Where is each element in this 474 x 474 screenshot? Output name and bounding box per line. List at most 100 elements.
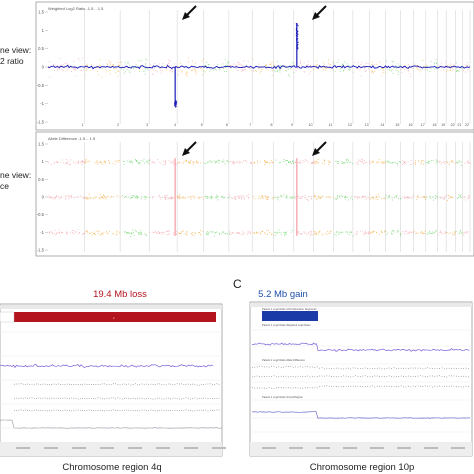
log2-point bbox=[430, 68, 432, 70]
allele-point bbox=[373, 198, 374, 200]
allele-point bbox=[234, 196, 236, 197]
allele-point bbox=[139, 161, 141, 163]
allele-point bbox=[389, 161, 391, 163]
allele-point bbox=[85, 230, 87, 232]
allele-point bbox=[130, 232, 132, 234]
log2-point bbox=[199, 67, 201, 69]
allele-point bbox=[67, 163, 69, 165]
allele-point bbox=[433, 232, 435, 234]
log2-point bbox=[284, 70, 286, 71]
c-allele-point bbox=[420, 367, 421, 369]
b-allele-point bbox=[51, 397, 53, 399]
c-allele-point bbox=[424, 376, 426, 377]
c-allele-point bbox=[451, 367, 452, 369]
log2-point bbox=[223, 68, 225, 70]
allele-point bbox=[161, 233, 163, 235]
allele-point bbox=[235, 197, 236, 199]
log2-point bbox=[280, 68, 282, 70]
allele-point bbox=[84, 159, 86, 161]
log2-point bbox=[194, 70, 196, 72]
allele-point bbox=[328, 233, 330, 235]
c-allele-point bbox=[264, 366, 265, 368]
allele-point bbox=[404, 197, 406, 199]
allele-point bbox=[407, 232, 409, 234]
log2-point bbox=[99, 65, 101, 67]
allele-point bbox=[459, 195, 461, 197]
allele-point bbox=[64, 195, 66, 197]
log2-point bbox=[84, 65, 86, 67]
c-allele-point bbox=[326, 367, 328, 369]
b-axis-tick bbox=[156, 447, 170, 449]
allele-point bbox=[289, 197, 291, 199]
log2-point bbox=[169, 60, 171, 62]
allele-point bbox=[363, 162, 365, 164]
allele-point bbox=[114, 160, 116, 162]
allele-point bbox=[103, 161, 105, 163]
log2-point bbox=[129, 64, 131, 66]
allele-point bbox=[255, 231, 257, 233]
allele-point bbox=[395, 196, 397, 198]
allele-point bbox=[347, 199, 349, 201]
b-allele-point bbox=[55, 383, 57, 385]
b-allele-point bbox=[143, 383, 145, 385]
allele-point bbox=[435, 195, 437, 197]
log2-point bbox=[185, 74, 187, 76]
allele-point bbox=[344, 195, 346, 197]
log2-data-points bbox=[47, 23, 471, 108]
allele-point bbox=[299, 162, 301, 164]
log2-point bbox=[349, 68, 351, 70]
log2-point bbox=[384, 66, 386, 68]
allele-point bbox=[453, 234, 455, 235]
allele-point bbox=[319, 196, 321, 198]
allele-point bbox=[351, 199, 353, 201]
allele-point bbox=[250, 161, 252, 163]
log2-point bbox=[323, 64, 325, 66]
allele-point bbox=[210, 195, 212, 197]
allele-point bbox=[365, 230, 367, 232]
b-allele-point bbox=[141, 409, 143, 411]
b-allele-point bbox=[143, 409, 145, 411]
allele-point bbox=[403, 161, 405, 163]
log2-point bbox=[433, 68, 435, 70]
allele-point bbox=[352, 235, 354, 237]
allele-point bbox=[284, 232, 286, 234]
allele-point bbox=[337, 161, 339, 162]
log2-point bbox=[115, 68, 117, 70]
allele-point bbox=[461, 164, 463, 166]
allele-point bbox=[225, 233, 227, 235]
c-allele-point bbox=[314, 367, 316, 368]
log2-point bbox=[144, 70, 146, 72]
log2-point bbox=[275, 71, 277, 73]
allele-point bbox=[168, 234, 170, 236]
log2-point bbox=[150, 64, 152, 66]
log2-point bbox=[270, 63, 272, 65]
allele-point bbox=[112, 233, 114, 235]
allele-point bbox=[92, 197, 94, 199]
allele-point bbox=[61, 232, 63, 234]
b-allele-point bbox=[88, 384, 90, 385]
b-allele-point bbox=[152, 398, 154, 400]
allele-point bbox=[80, 161, 82, 163]
allele-point bbox=[79, 195, 81, 197]
c-allele-point bbox=[338, 367, 340, 369]
log2-point bbox=[404, 65, 406, 67]
b-allele-point bbox=[91, 397, 92, 399]
log2-point bbox=[361, 61, 363, 63]
log2-point bbox=[96, 67, 98, 68]
allele-point bbox=[424, 230, 426, 232]
log2-point bbox=[98, 74, 100, 76]
b-allele-point bbox=[33, 409, 35, 411]
log2-point bbox=[342, 63, 344, 65]
c-allele-point bbox=[254, 366, 256, 368]
log2-point bbox=[392, 61, 394, 62]
log2-point bbox=[74, 68, 76, 70]
allele-point bbox=[285, 232, 287, 234]
allele-point bbox=[109, 163, 111, 164]
allele-point bbox=[452, 162, 454, 164]
b-allele-point bbox=[119, 384, 121, 386]
allele-point bbox=[50, 196, 52, 198]
allele-point bbox=[157, 159, 159, 161]
allele-point bbox=[223, 232, 225, 234]
allele-point bbox=[271, 159, 272, 161]
allele-point bbox=[76, 161, 78, 163]
